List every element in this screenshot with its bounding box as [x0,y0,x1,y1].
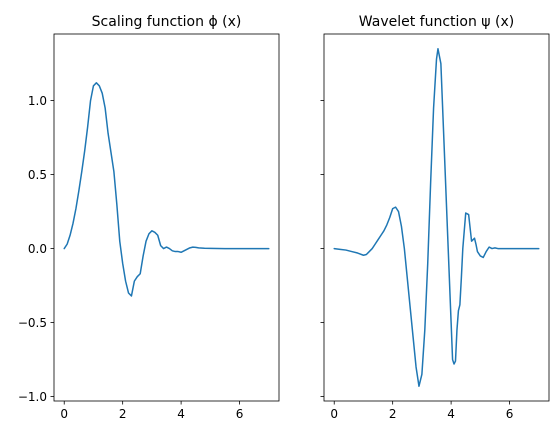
scaling-function-y-tick-label: 0.5 [28,168,47,182]
wavelet-function-x-tick-label: 0 [330,407,338,421]
wavelet-function-x-tick-label: 2 [389,407,397,421]
wavelet-function-axes-frame [323,33,550,402]
scaling-function-y-tick-label: −1.0 [18,390,47,404]
scaling-function-y-tick-label: 0.0 [28,242,47,256]
scaling-function-y-tick-label: 1.0 [28,94,47,108]
wavelet-function-title: Wavelet function ψ (x) [359,14,514,30]
scaling-function-title: Scaling function ϕ (x) [92,14,242,30]
wavelet-function-line [333,48,540,387]
wavelet-function-panel: Wavelet function ψ (x) 0 2 4 6 [320,14,550,421]
scaling-function-line [63,82,270,297]
wavelet-function-x-tick-label: 6 [506,407,514,421]
scaling-function-axes-frame [53,33,280,402]
scaling-function-x-tick-label: 0 [60,407,68,421]
wavelet-function-ticks: 0 2 4 6 [320,100,514,421]
scaling-function-y-tick-label: −0.5 [18,316,47,330]
scaling-function-ticks: 0 2 4 6 −1.0 −0.5 0.0 0.5 1.0 [18,94,244,421]
scaling-function-panel: Scaling function ϕ (x) 0 2 4 6 −1.0 −0.5 0.0 0.… [18,14,280,421]
wavelet-function-x-tick-label: 4 [447,407,455,421]
scaling-function-x-tick-label: 4 [177,407,185,421]
scaling-function-x-tick-label: 6 [236,407,244,421]
scaling-function-x-tick-label: 2 [119,407,127,421]
